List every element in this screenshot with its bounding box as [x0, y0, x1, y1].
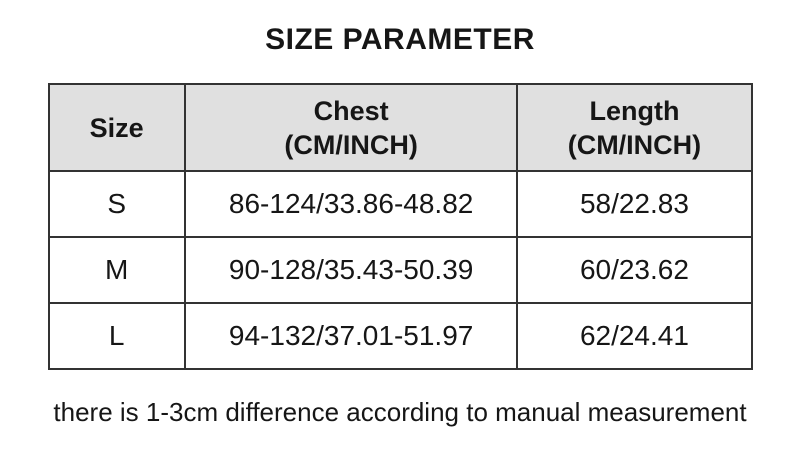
size-cell: S: [47, 170, 186, 238]
size-cell: M: [47, 236, 186, 304]
table-row: S 86-124/33.86-48.82 58/22.83: [47, 170, 753, 238]
header-chest: Chest (CM/INCH): [183, 83, 519, 172]
size-table: Size Chest (CM/INCH) Length (CM/INCH) S …: [47, 83, 753, 370]
table-row: L 94-132/37.01-51.97 62/24.41: [47, 302, 753, 370]
table-row: M 90-128/35.43-50.39 60/23.62: [47, 236, 753, 304]
header-length: Length (CM/INCH): [516, 83, 753, 172]
header-length-unit: (CM/INCH): [567, 129, 702, 160]
page-title: SIZE PARAMETER: [265, 23, 535, 56]
header-size-label: Size: [89, 112, 144, 143]
length-cell: 62/24.41: [516, 302, 753, 370]
table-header-row: Size Chest (CM/INCH) Length (CM/INCH): [47, 83, 753, 172]
header-chest-unit: (CM/INCH): [284, 129, 418, 160]
measurement-note: there is 1-3cm difference according to m…: [53, 397, 747, 427]
header-chest-label: Chest: [313, 95, 389, 126]
size-cell: L: [47, 302, 186, 370]
length-cell: 60/23.62: [516, 236, 753, 304]
chest-cell: 94-132/37.01-51.97: [183, 302, 519, 370]
chest-cell: 86-124/33.86-48.82: [183, 170, 519, 238]
length-cell: 58/22.83: [516, 170, 753, 238]
header-length-label: Length: [589, 95, 680, 126]
header-size: Size: [47, 83, 186, 172]
chest-cell: 90-128/35.43-50.39: [183, 236, 519, 304]
